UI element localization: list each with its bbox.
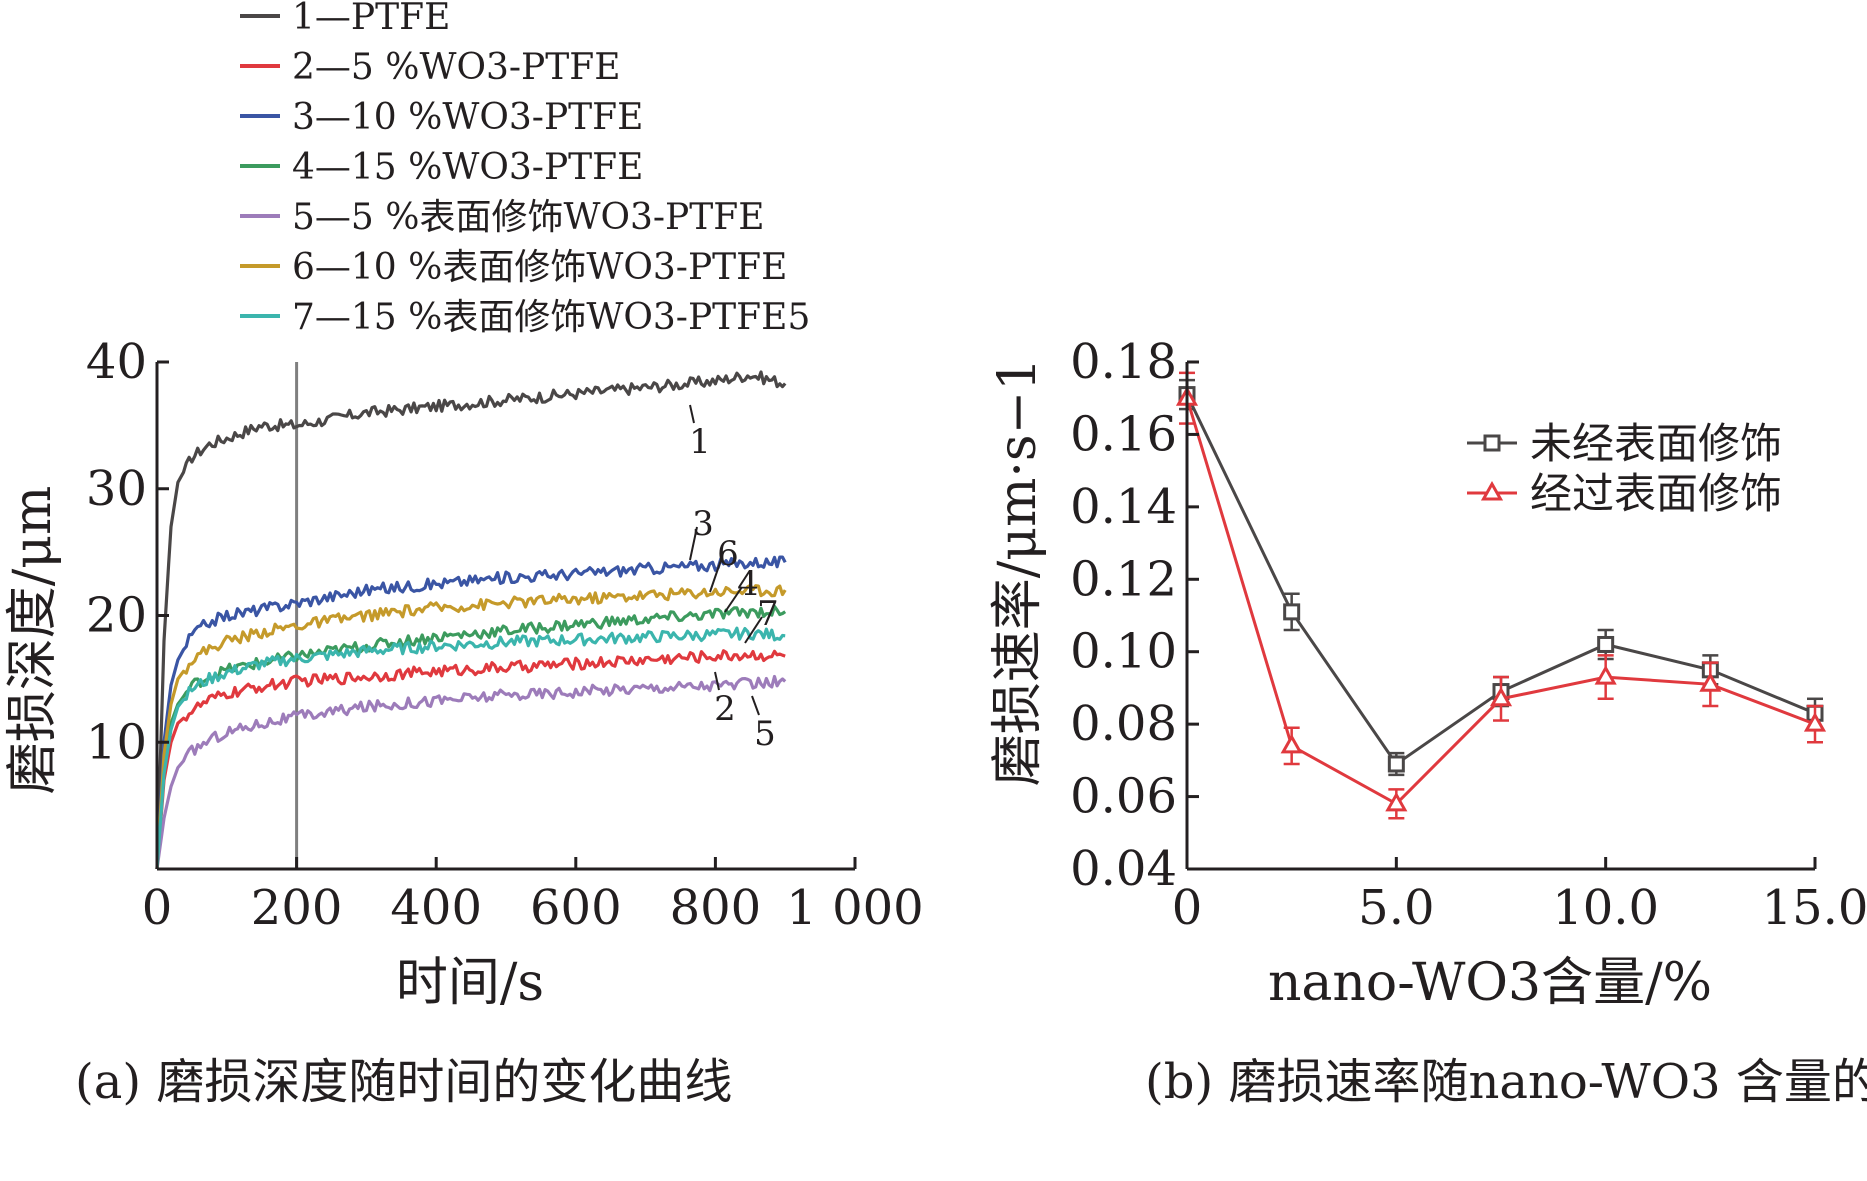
chart-b-y-axis-title: 磨损速率/μm·s−1 — [988, 358, 1048, 787]
chart-a-series-line — [155, 649, 786, 870]
chart-a-legend-label: 1—PTFE — [292, 0, 450, 38]
chart-a-curve-label: 1 — [689, 422, 711, 462]
chart-a-legend-label: 5—5 %表面修饰WO3-PTFE — [292, 197, 765, 238]
chart-b-marker-triangle — [1385, 791, 1408, 812]
chart-b-marker-triangle — [1699, 672, 1722, 692]
chart-b-marker-triangle — [1803, 712, 1827, 732]
chart-a-y-axis-title: 磨损深度/μm — [3, 486, 63, 795]
chart-a-legend-label: 4—15 %WO3-PTFE — [292, 147, 643, 188]
chart-b-marker-square — [1283, 603, 1301, 621]
chart-a-x-tick-label: 400 — [390, 880, 482, 936]
chart-b-x-tick-label: 0 — [1172, 880, 1203, 936]
chart-a-series-line — [155, 674, 787, 870]
chart-a-legend-label: 6—10 %表面修饰WO3-PTFE — [292, 247, 787, 288]
chart-a-series-line — [155, 370, 787, 870]
chart-a-curve-pointer — [689, 404, 695, 424]
chart-a-legend-label: 7—15 %表面修饰WO3-PTFE5 — [292, 297, 810, 338]
chart-a-curve-pointer — [689, 526, 698, 561]
chart-a-legend-label: 3—10 %WO3-PTFE — [292, 97, 643, 138]
chart-a-axes: 0 200 400 600 800 1 000 10 20 30 40 — [86, 334, 924, 936]
chart-b-y-tick-label: 0.16 — [1070, 406, 1177, 462]
chart-a-y-tick-label: 10 — [86, 714, 147, 770]
chart-b-y-tick-label: 0.06 — [1070, 769, 1177, 825]
chart-b-marker-triangle — [1280, 733, 1303, 754]
chart-b-marker-triangle — [1489, 686, 1513, 707]
chart-a-x-tick-label: 0 — [142, 880, 173, 936]
chart-a-series-line — [155, 604, 787, 870]
chart-a-series-line — [155, 626, 786, 870]
chart-a-x-axis-title: 时间/s — [396, 953, 544, 1013]
chart-a-curve-label: 5 — [754, 714, 776, 754]
chart-a-curve-pointer — [744, 616, 763, 644]
chart-a-curve-label: 2 — [714, 689, 736, 729]
chart-a-x-tick-label: 800 — [670, 880, 762, 936]
chart-a-curve-pointer — [724, 586, 743, 613]
chart-b-marker-square — [1387, 755, 1405, 773]
chart-a-wear-depth: 1—PTFE 2—5 %WO3-PTFE 3—10 %WO3-PTFE 4—15 %W… — [3, 0, 924, 1110]
chart-a-curve-label: 4 — [737, 564, 759, 604]
chart-a-x-tick-label: 200 — [251, 880, 343, 936]
chart-b-x-tick-label: 10.0 — [1552, 880, 1659, 936]
chart-a-curve-label: 6 — [717, 534, 739, 574]
chart-b-y-tick-label: 0.12 — [1070, 551, 1177, 607]
chart-b-y-tick-label: 0.08 — [1070, 696, 1177, 752]
chart-a-caption: (a) 磨损深度随时间的变化曲线 — [75, 1054, 732, 1110]
chart-a-y-tick-label: 30 — [86, 461, 147, 517]
chart-b-x-tick-label: 5.0 — [1358, 880, 1434, 936]
chart-b-y-tick-label: 0.10 — [1070, 624, 1177, 680]
chart-b-caption: (b) 磨损速率随nano-WO3 含量的变化曲线 — [1145, 1054, 1867, 1110]
chart-b-legend-label: 未经表面修饰 — [1530, 419, 1782, 468]
chart-a-curve-labels: 1 2 34 5 67 — [689, 404, 779, 754]
chart-b-y-tick-label: 0.14 — [1070, 479, 1177, 535]
chart-a-curve-pointer — [751, 695, 760, 716]
chart-a-curve-pointer — [714, 671, 720, 691]
chart-b-legend-marker — [1480, 480, 1504, 501]
chart-a-curve-label: 7 — [757, 594, 779, 634]
chart-b-legend-label: 经过表面修饰 — [1530, 469, 1782, 518]
chart-a-x-tick-label: 1 000 — [786, 880, 923, 936]
chart-b-marker-square — [1597, 635, 1615, 653]
chart-b-marker-triangle — [1594, 665, 1617, 685]
chart-b-y-tick-label: 0.04 — [1070, 841, 1177, 897]
chart-b-axes: 0 5.0 10.0 15.0 0.04 0.06 0.08 0.10 0.12 0.14 0.16… — [1070, 334, 1867, 936]
chart-a-y-tick-label: 40 — [86, 334, 147, 390]
chart-b-wear-rate: 0 5.0 10.0 15.0 0.04 0.06 0.08 0.10 0.12 0.14 0.16… — [988, 334, 1867, 1110]
chart-a-legend: 1—PTFE 2—5 %WO3-PTFE 3—10 %WO3-PTFE 4—15 %W… — [240, 0, 810, 338]
chart-a-series-line — [155, 555, 787, 870]
chart-a-legend-label: 2—5 %WO3-PTFE — [292, 47, 621, 88]
chart-a-y-tick-label: 20 — [86, 588, 147, 644]
chart-a-series-line — [155, 583, 787, 870]
chart-a-x-tick-label: 600 — [530, 880, 622, 936]
chart-b-x-tick-label: 15.0 — [1762, 880, 1867, 936]
chart-b-legend-marker — [1483, 434, 1501, 452]
chart-b-y-tick-label: 0.18 — [1070, 334, 1177, 390]
chart-b-x-axis-title: nano-WO3含量/% — [1268, 953, 1712, 1013]
chart-a-series — [155, 370, 787, 870]
chart-a-curve-label: 3 — [692, 504, 714, 544]
chart-a-curve-pointer — [709, 556, 723, 593]
